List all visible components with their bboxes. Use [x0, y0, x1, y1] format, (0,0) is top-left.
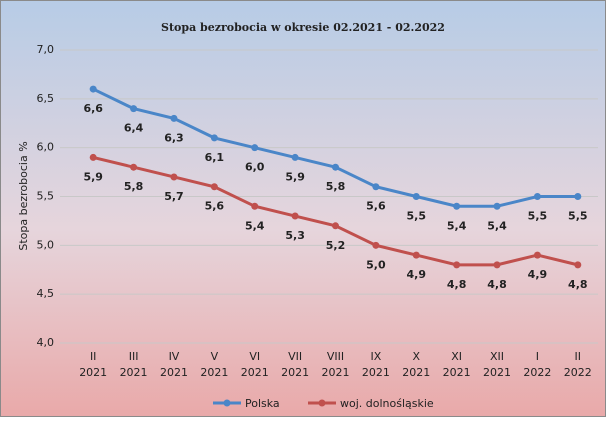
marker — [493, 202, 501, 210]
marker — [533, 251, 541, 259]
x-tick-label: IV — [169, 350, 180, 363]
data-label: 6,6 — [83, 102, 103, 115]
x-tick-label: 2021 — [443, 366, 471, 379]
data-label: 5,7 — [164, 190, 184, 203]
data-label: 4,8 — [487, 278, 507, 291]
marker — [574, 193, 582, 200]
data-label: 6,0 — [245, 161, 265, 174]
data-label: 4,9 — [407, 268, 427, 281]
data-label: 5,9 — [83, 170, 103, 183]
y-tick-label: 4,5 — [37, 287, 55, 300]
data-label: 5,5 — [528, 210, 548, 223]
x-tick-label: XII — [490, 350, 504, 363]
x-tick-label: 2021 — [200, 366, 228, 379]
marker — [210, 183, 218, 191]
marker — [533, 193, 541, 200]
data-label: 5,6 — [366, 200, 386, 213]
x-tick-label: 2021 — [120, 366, 148, 379]
data-label: 5,5 — [407, 210, 427, 223]
x-tick-label: VII — [288, 350, 302, 363]
x-tick-label: 2021 — [483, 366, 511, 379]
marker — [574, 261, 582, 269]
x-tick-label: IX — [370, 350, 381, 363]
x-tick-label: VI — [249, 350, 260, 363]
marker — [453, 261, 461, 269]
marker — [412, 193, 420, 200]
x-tick-label: X — [412, 350, 420, 363]
data-label: 5,4 — [447, 219, 467, 232]
x-tick-label: V — [211, 350, 219, 363]
data-label: 5,4 — [245, 219, 265, 232]
marker — [372, 241, 380, 249]
data-label: 4,8 — [447, 278, 467, 291]
data-label: 5,6 — [205, 200, 225, 213]
x-tick-label: 2022 — [564, 366, 592, 379]
marker — [210, 134, 218, 142]
marker — [130, 105, 138, 113]
marker — [372, 183, 380, 191]
x-tick-label: VIII — [327, 350, 344, 363]
y-tick-label: 5,0 — [37, 238, 55, 251]
marker — [89, 153, 97, 161]
y-tick-label: 5,5 — [37, 190, 55, 203]
marker — [251, 202, 259, 210]
marker — [493, 261, 501, 269]
marker — [453, 202, 461, 210]
chart-title: Stopa bezrobocia w okresie 02.2021 - 02.… — [161, 21, 445, 34]
y-axis-label: Stopa bezrobocia % — [17, 141, 30, 250]
legend-label: Polska — [245, 397, 280, 410]
data-label: 5,8 — [326, 180, 346, 193]
x-tick-label: 2021 — [362, 366, 390, 379]
y-tick-label: 6,5 — [37, 92, 55, 105]
x-tick-label: II — [575, 350, 582, 363]
marker — [291, 153, 299, 161]
data-label: 6,3 — [164, 131, 184, 144]
marker — [170, 173, 178, 181]
x-tick-label: 2021 — [402, 366, 430, 379]
marker — [412, 251, 420, 259]
marker — [89, 85, 97, 93]
legend-marker — [318, 399, 326, 407]
marker — [291, 212, 299, 220]
y-tick-label: 6,0 — [37, 141, 55, 154]
marker — [251, 144, 259, 152]
data-label: 5,3 — [285, 229, 305, 242]
x-tick-label: 2021 — [241, 366, 269, 379]
x-tick-label: 2022 — [523, 366, 551, 379]
x-tick-label: 2021 — [160, 366, 188, 379]
marker — [332, 163, 339, 171]
x-tick-label: 2021 — [79, 366, 107, 379]
marker — [332, 222, 339, 230]
data-label: 5,2 — [326, 239, 346, 252]
x-tick-label: XI — [451, 350, 462, 363]
data-label: 4,9 — [528, 268, 548, 281]
legend-marker — [223, 399, 231, 407]
data-label: 5,9 — [285, 170, 305, 183]
x-tick-label: III — [129, 350, 139, 363]
data-label: 5,4 — [487, 219, 507, 232]
x-tick-label: 2021 — [281, 366, 309, 379]
data-label: 5,0 — [366, 258, 386, 271]
data-label: 6,1 — [205, 151, 225, 164]
marker — [170, 114, 178, 122]
x-tick-label: II — [90, 350, 97, 363]
data-label: 6,4 — [124, 122, 144, 135]
x-tick-label: I — [536, 350, 539, 363]
legend-label: woj. dolnośląskie — [340, 397, 434, 410]
y-tick-label: 4,0 — [37, 336, 55, 349]
x-tick-label: 2021 — [322, 366, 350, 379]
data-label: 4,8 — [568, 278, 588, 291]
y-tick-label: 7,0 — [37, 43, 55, 56]
marker — [130, 163, 138, 171]
data-label: 5,8 — [124, 180, 144, 193]
data-label: 5,5 — [568, 210, 588, 223]
